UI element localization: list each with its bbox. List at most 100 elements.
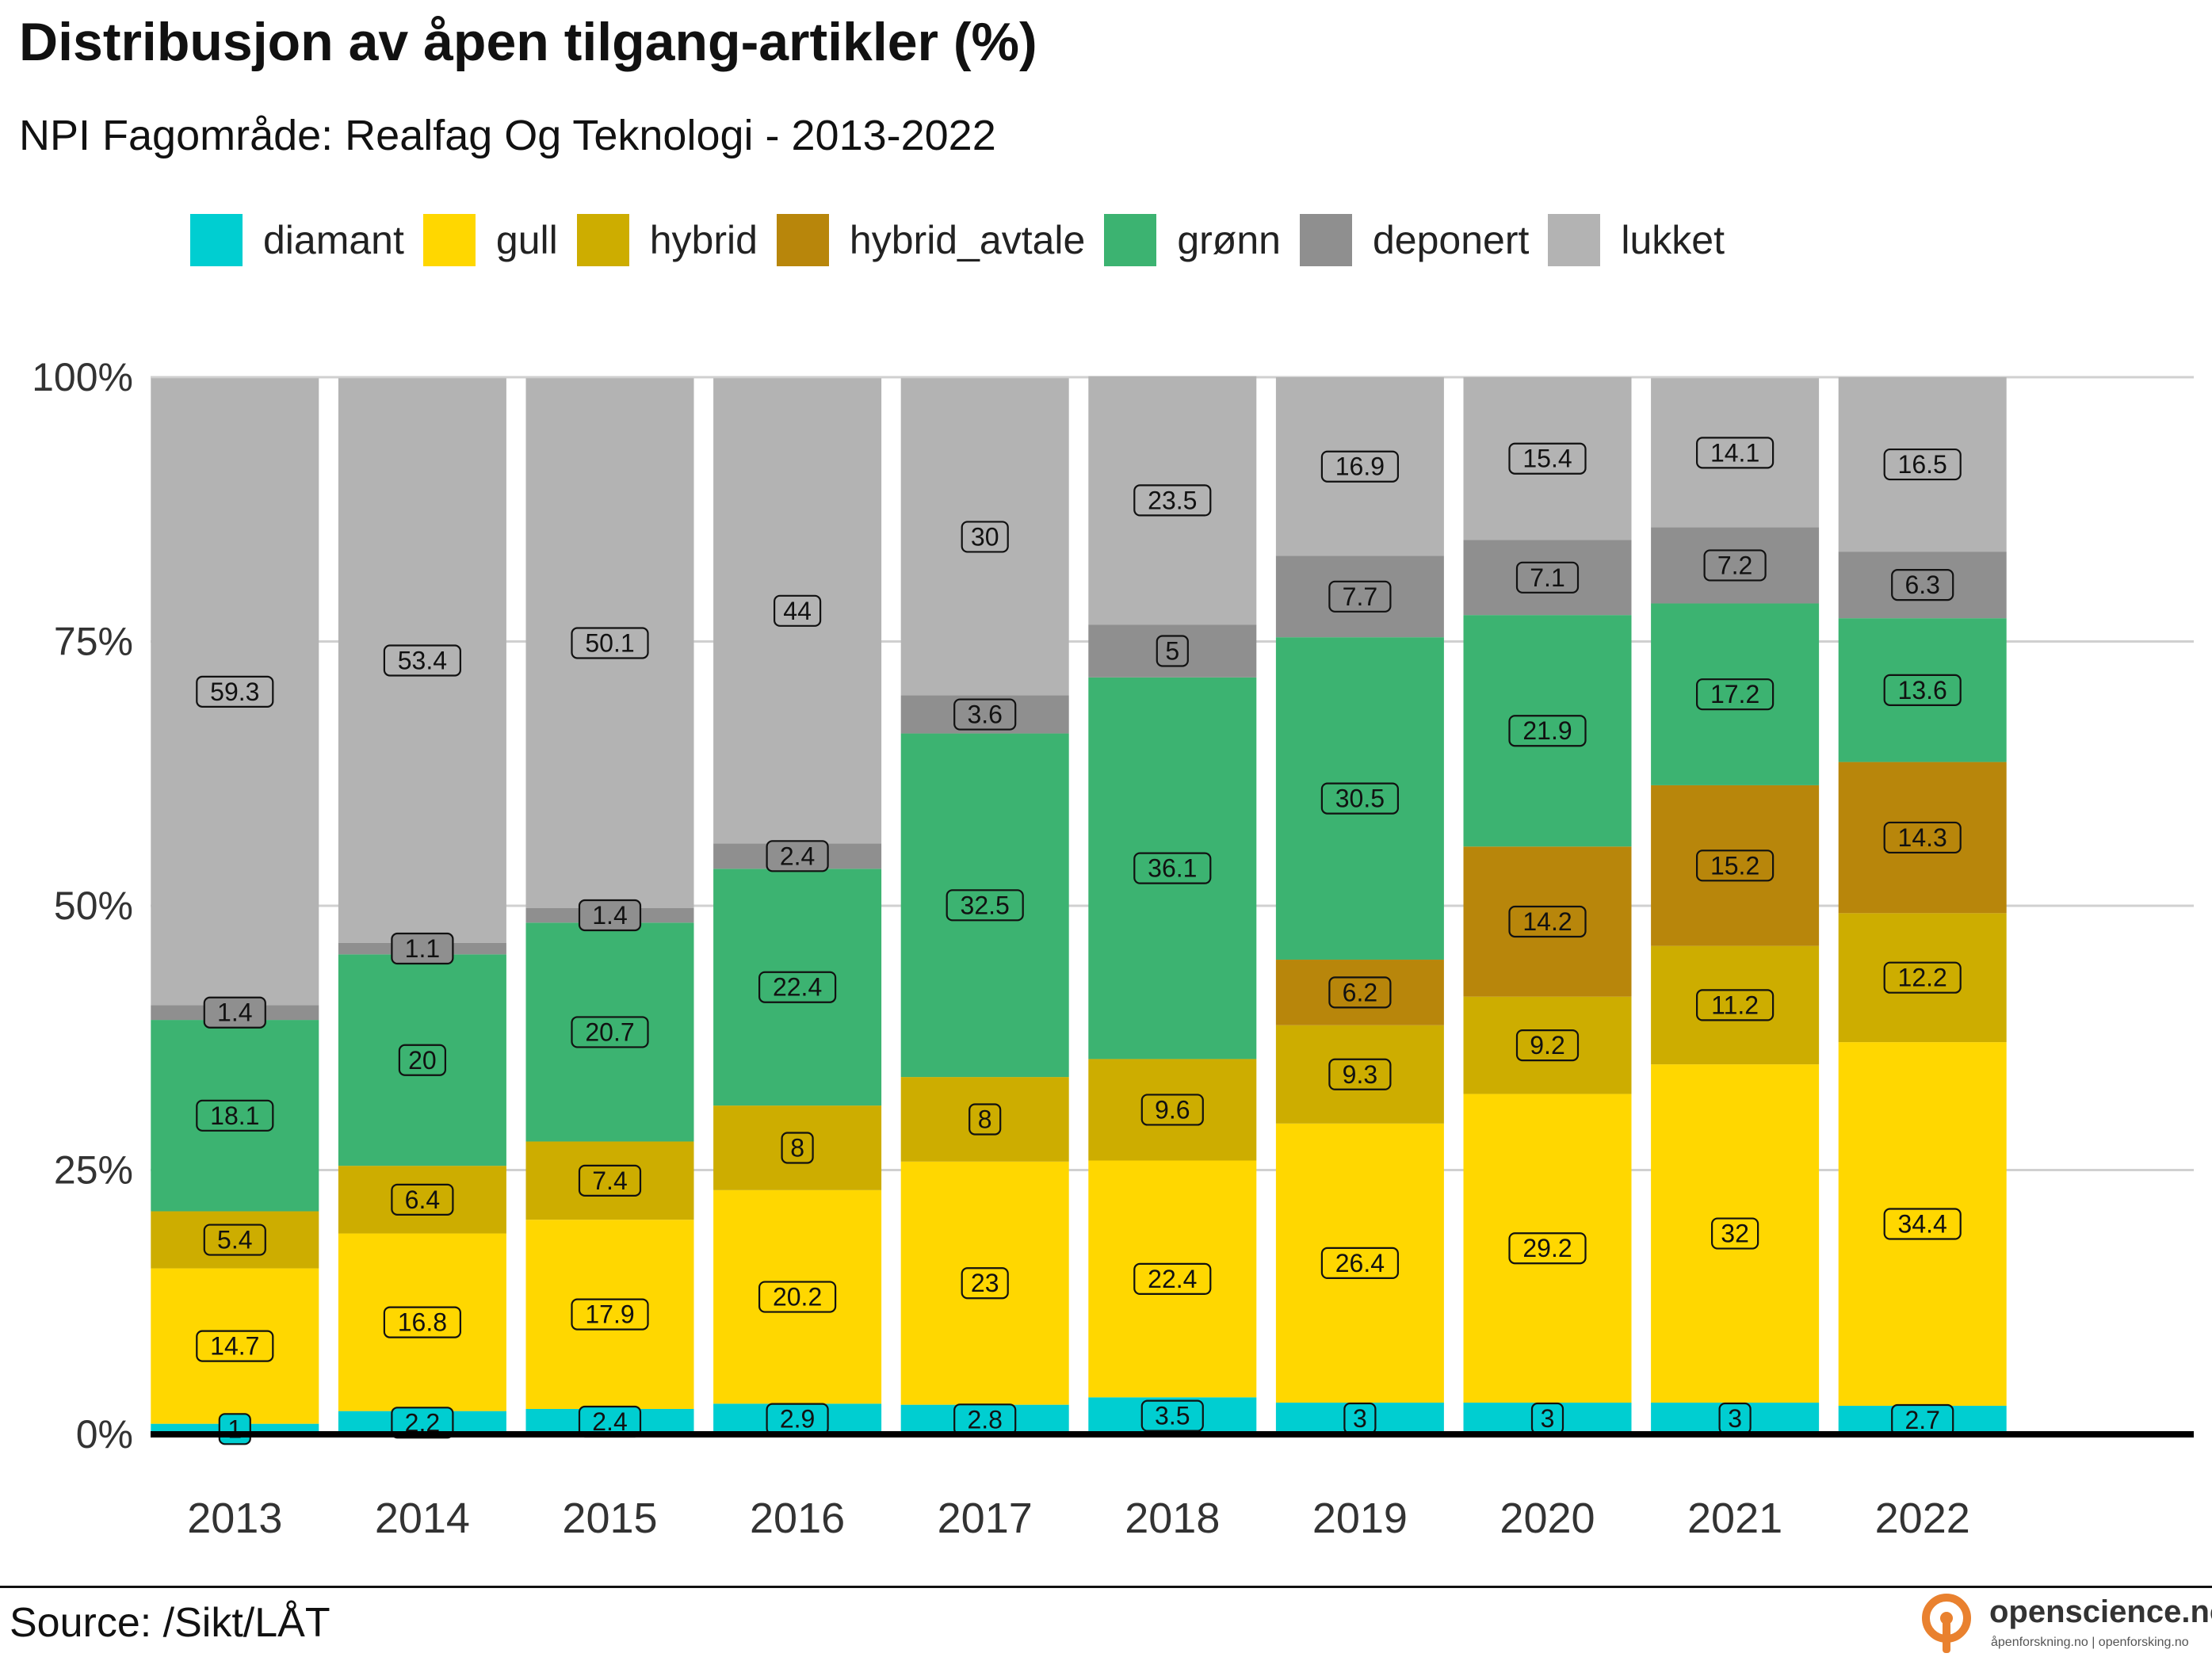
- legend-item-grønn: grønn: [1104, 214, 1281, 266]
- data-label: 53.4: [398, 647, 447, 675]
- data-label: 7.2: [1717, 551, 1752, 579]
- legend: diamant gull hybrid hybrid_avtale grønn depon…: [190, 212, 1744, 268]
- chart-subtitle: NPI Fagområde: Realfag Og Teknologi - 20…: [19, 112, 996, 159]
- data-label: 7.1: [1530, 563, 1564, 592]
- data-label: 9.2: [1530, 1031, 1564, 1059]
- legend-item-diamant: diamant: [190, 214, 404, 266]
- data-label: 32.5: [961, 891, 1010, 919]
- logo-tagline: åpenforskning.no | openforsking.no: [1991, 1636, 2189, 1649]
- data-label-box: [961, 1267, 1009, 1300]
- data-label-box: [383, 644, 461, 677]
- data-label-box: [1696, 989, 1775, 1021]
- logo-name: openscience.no: [1989, 1594, 2212, 1629]
- legend-item-hybrid_avtale: hybrid_avtale: [776, 214, 1085, 266]
- legend-label: hybrid: [649, 218, 758, 262]
- y-tick-label: 0%: [76, 1412, 133, 1457]
- legend-swatch: [422, 214, 476, 266]
- data-label-box: [391, 1183, 454, 1216]
- data-label: 17.9: [585, 1300, 634, 1329]
- data-label: 6.3: [1904, 571, 1939, 599]
- y-tick-label: 100%: [32, 355, 133, 399]
- data-label-box: [1508, 715, 1587, 747]
- data-label: 22.4: [1148, 1265, 1197, 1293]
- data-label-box: [383, 1306, 461, 1338]
- data-label: 15.2: [1710, 851, 1759, 880]
- legend-swatch: [1299, 214, 1352, 266]
- legend-item-gull: gull: [422, 214, 558, 266]
- data-label: 2.4: [780, 842, 815, 870]
- data-label-box: [1711, 1217, 1759, 1250]
- data-label-box: [1320, 782, 1400, 815]
- data-label-box: [1891, 569, 1954, 601]
- data-label: 29.2: [1522, 1234, 1572, 1262]
- legend-swatch: [576, 214, 629, 266]
- legend-item-deponert: deponert: [1299, 214, 1529, 266]
- x-tick-label: 2014: [375, 1495, 470, 1542]
- x-tick-label: 2018: [1125, 1495, 1220, 1542]
- openscience-logo-icon: [1922, 1594, 1971, 1653]
- data-label: 16.8: [398, 1308, 447, 1337]
- data-label-box: [1140, 1094, 1204, 1126]
- data-label-box: [1140, 1399, 1204, 1432]
- data-label: 3: [1541, 1404, 1555, 1433]
- legend-label: lukket: [1621, 218, 1725, 262]
- source-caption: Source: /Sikt/LÅT: [10, 1600, 330, 1646]
- data-label-box: [758, 1281, 837, 1313]
- data-label-box: [1883, 821, 1962, 854]
- data-label: 9.3: [1343, 1060, 1377, 1089]
- data-label-box: [196, 675, 274, 708]
- data-label-box: [203, 1224, 266, 1256]
- data-label: 20.7: [585, 1017, 634, 1046]
- data-label-box: [1883, 961, 1962, 994]
- data-label-box: [391, 932, 454, 965]
- data-label: 21.9: [1522, 716, 1572, 745]
- data-label: 18.1: [210, 1101, 259, 1130]
- data-label: 16.9: [1335, 452, 1385, 481]
- data-label-box: [1703, 549, 1767, 582]
- legend-label: diamant: [263, 218, 404, 262]
- y-tick-label: 25%: [54, 1148, 133, 1193]
- data-label: 1: [227, 1415, 242, 1443]
- x-tick-label: 2020: [1499, 1495, 1595, 1542]
- data-label-box: [1328, 580, 1392, 613]
- x-tick-label: 2013: [187, 1495, 282, 1542]
- data-label: 17.2: [1710, 680, 1759, 708]
- data-label: 11.2: [1711, 991, 1759, 1019]
- data-label: 30.5: [1335, 785, 1385, 813]
- data-label-box: [1328, 976, 1392, 1009]
- data-label: 5.4: [217, 1226, 252, 1254]
- x-tick-label: 2021: [1687, 1495, 1782, 1542]
- data-label: 16.5: [1898, 450, 1947, 479]
- data-label-box: [1508, 442, 1587, 475]
- legend-item-hybrid: hybrid: [576, 214, 758, 266]
- data-label: 12.2: [1898, 964, 1947, 992]
- data-label: 1.4: [592, 901, 627, 930]
- data-label: 15.4: [1522, 445, 1572, 473]
- data-label-box: [1883, 448, 1962, 481]
- data-label: 44: [783, 597, 812, 625]
- data-label-box: [391, 1407, 454, 1439]
- data-label-box: [203, 996, 266, 1029]
- x-tick-label: 2015: [562, 1495, 657, 1542]
- chart-title: Distribusjon av åpen tilgang-artikler (%…: [19, 12, 1037, 72]
- data-label: 22.4: [773, 973, 822, 1002]
- openscience-logo[interactable]: openscience.no åpenforskning.no | openfo…: [1915, 1591, 2212, 1655]
- data-label-box: [1320, 450, 1400, 483]
- data-label: 13.6: [1898, 676, 1947, 704]
- data-label-box: [961, 521, 1009, 553]
- data-label: 3.6: [967, 701, 1002, 729]
- data-label: 59.3: [210, 678, 259, 706]
- y-tick-label: 75%: [54, 620, 133, 664]
- data-label-box: [578, 899, 642, 932]
- data-labels: 114.75.418.11.459.32.216.86.4201.153.42.…: [196, 437, 1962, 1445]
- data-label-box: [766, 840, 829, 872]
- data-label: 7.7: [1343, 582, 1377, 611]
- data-label-box: [1883, 1208, 1962, 1240]
- data-label: 26.4: [1335, 1249, 1385, 1277]
- data-label: 7.4: [592, 1166, 627, 1195]
- data-label-box: [1156, 635, 1189, 667]
- data-label: 5: [1165, 637, 1179, 666]
- data-label-box: [571, 1016, 649, 1048]
- data-label: 14.7: [210, 1332, 259, 1361]
- data-label-box: [1508, 905, 1587, 938]
